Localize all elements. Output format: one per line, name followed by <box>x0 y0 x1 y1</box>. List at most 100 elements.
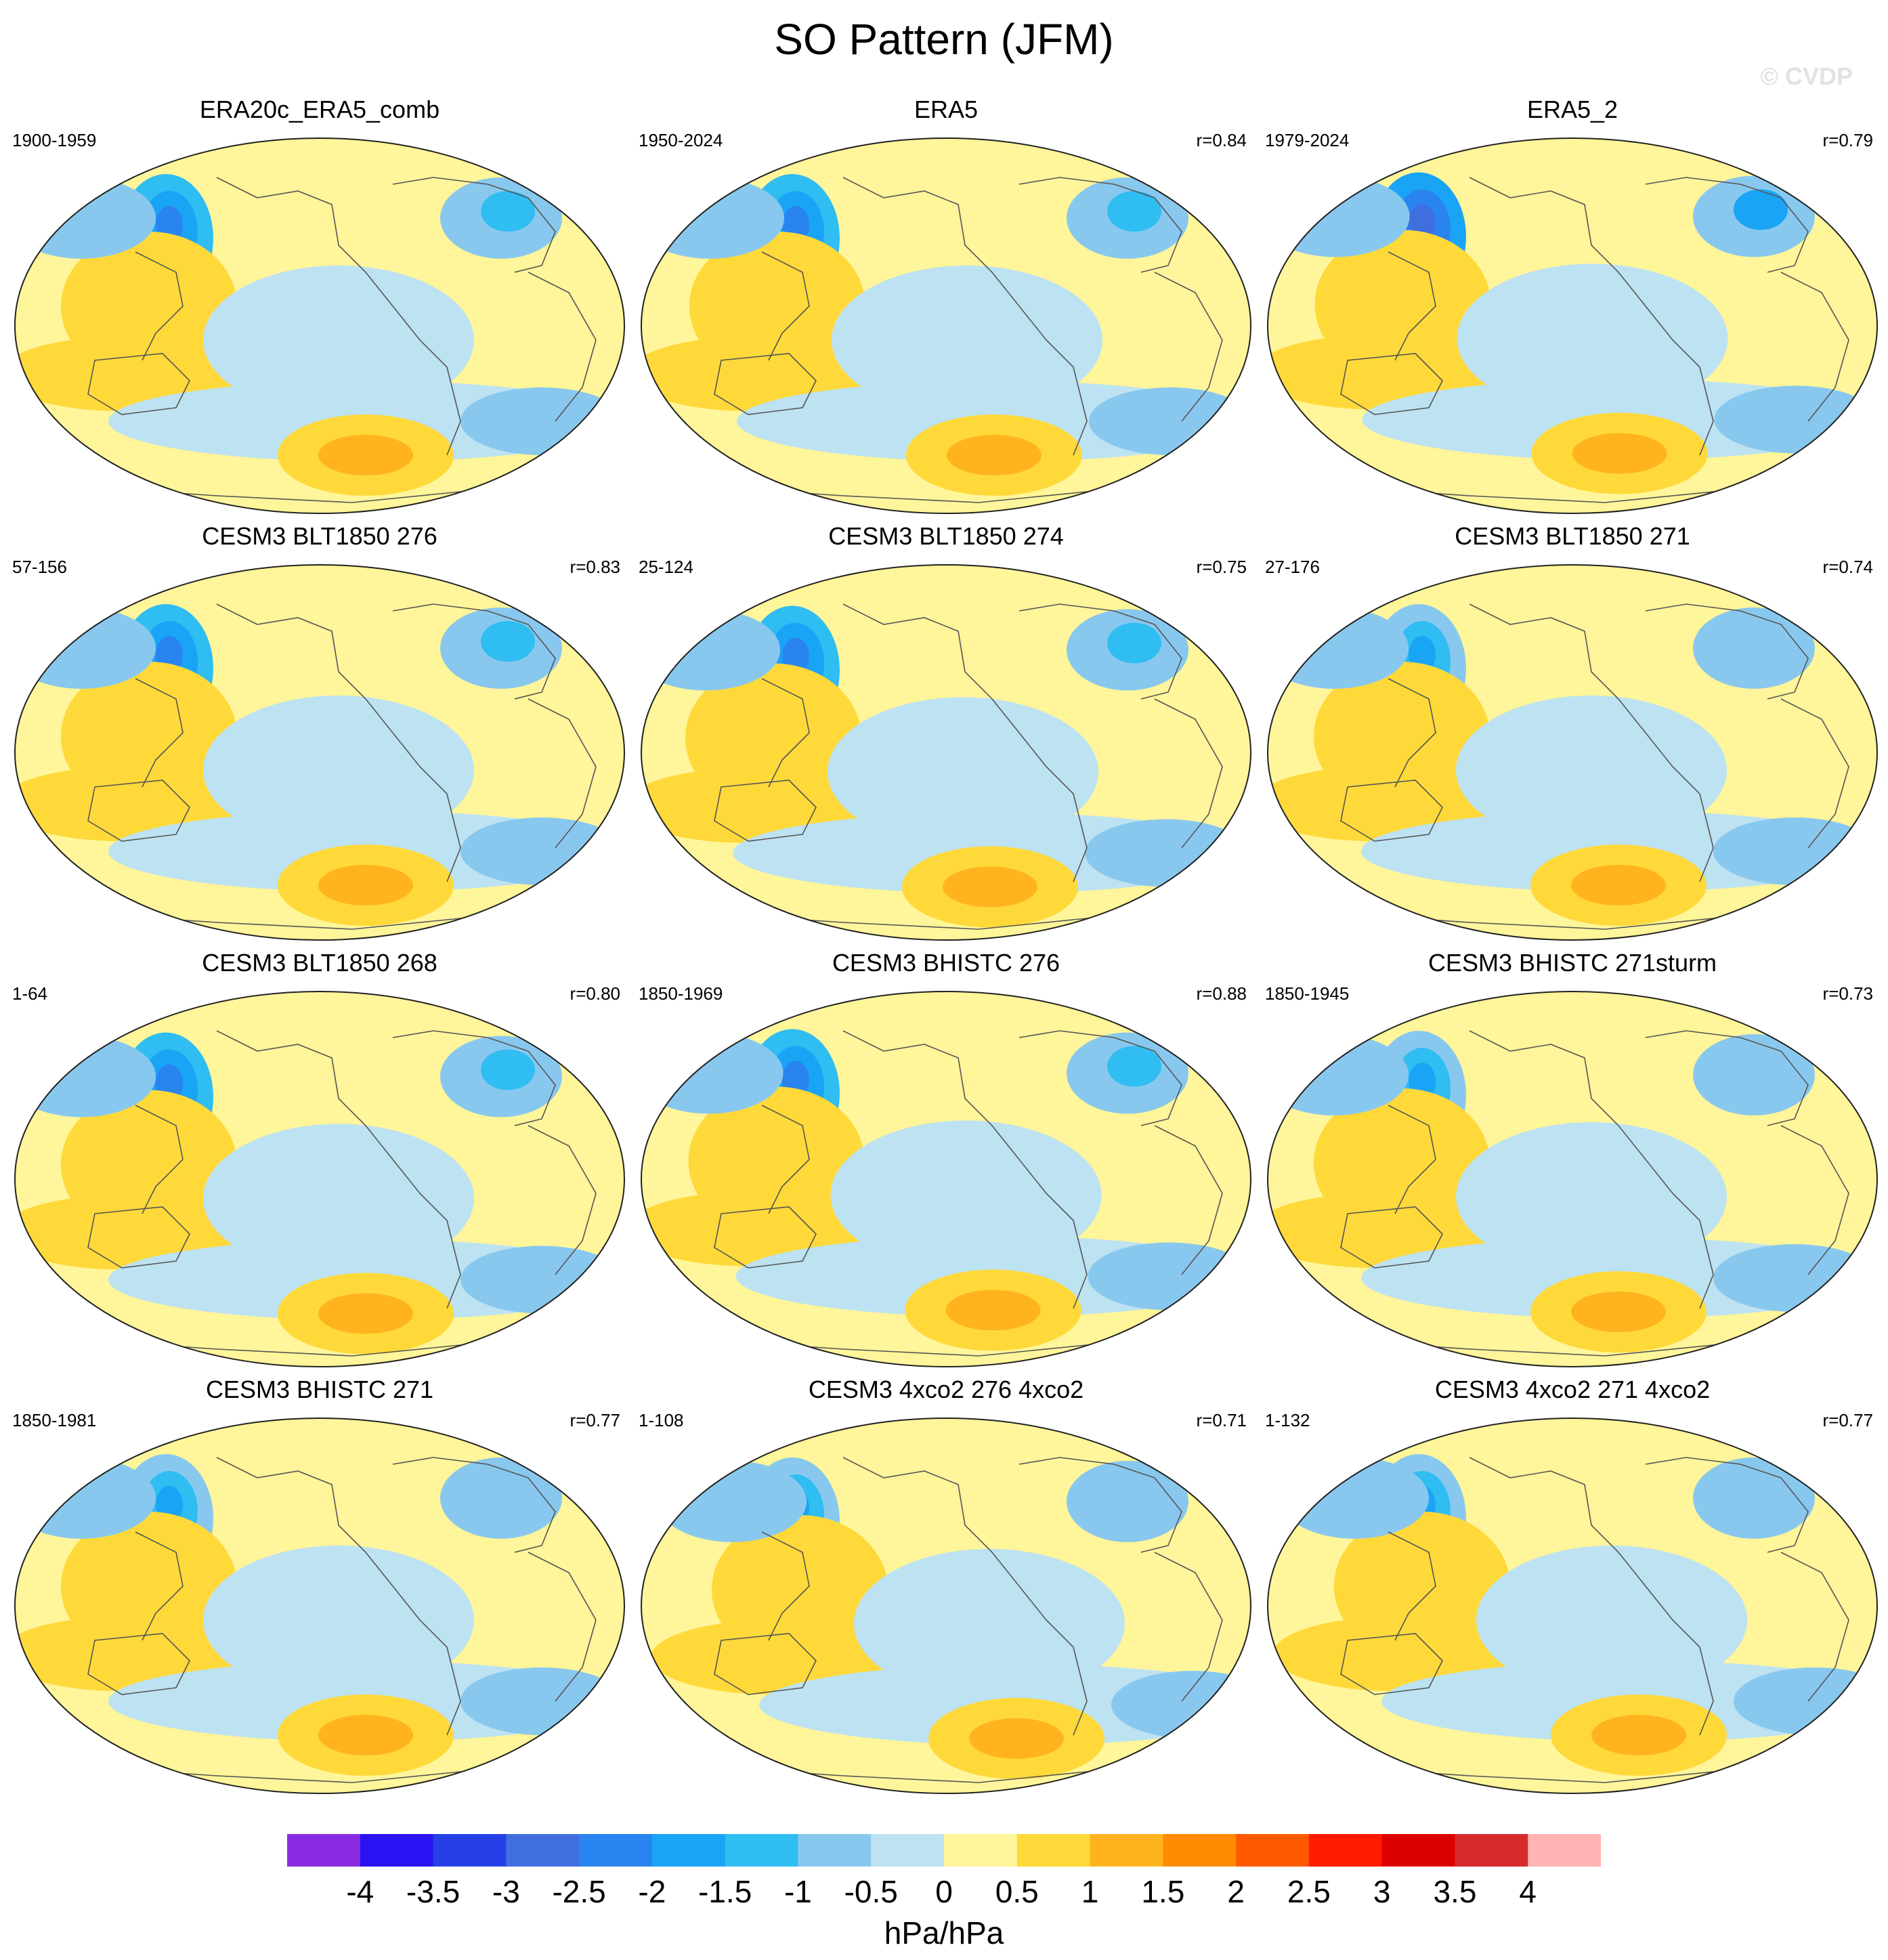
colorbar-tick-label: 3 <box>1373 1874 1391 1909</box>
colorbar-tick-label: -0.5 <box>844 1874 898 1909</box>
colorbar-labels: -4 -3.5 -3 -2.5 -2 -1.5 -1 -0.5 0 0.5 1 1.5 2 2.5 3 3.5… <box>287 1873 1601 1914</box>
coastline <box>761 1531 810 1641</box>
anomaly-region <box>1734 621 1788 662</box>
anomaly-region <box>1085 819 1247 887</box>
colorbar-tick-label: 1 <box>1081 1874 1099 1909</box>
coastline <box>1018 603 1182 700</box>
coastline <box>216 1457 461 1736</box>
coastline <box>392 1457 556 1553</box>
coastline <box>1388 678 1436 788</box>
coastline <box>1154 1552 1223 1702</box>
anomaly-region <box>1456 1122 1727 1271</box>
coastline <box>1340 353 1443 415</box>
anomaly-region <box>15 1195 244 1270</box>
map-panel: CESM3 4xco2 276 4xco2 1-108 r=0.71 <box>633 1375 1259 1808</box>
anomaly-region <box>1268 1193 1497 1268</box>
coastline <box>842 603 1088 882</box>
coastline <box>216 177 461 456</box>
anomaly-region <box>1111 1671 1251 1739</box>
coastline <box>216 1030 461 1309</box>
coastline <box>135 1531 184 1641</box>
map-panel: CESM3 BLT1850 268 1-64 r=0.80 <box>7 948 632 1382</box>
map-outline <box>641 991 1251 1367</box>
coastline <box>1469 177 1714 456</box>
map-outline <box>1267 564 1878 941</box>
coastline <box>714 780 817 842</box>
panel-correlation: r=0.88 <box>1196 983 1247 1004</box>
colorbar-swatch <box>1016 1834 1091 1867</box>
colorbar-swatch <box>1528 1834 1601 1867</box>
anomaly-map <box>1267 564 1878 941</box>
anomaly-region <box>318 1715 413 1755</box>
anomaly-region <box>15 1617 244 1691</box>
panel-years: 1-132 <box>1265 1410 1310 1430</box>
anomaly-region <box>15 177 156 259</box>
coastline <box>842 177 1088 456</box>
anomaly-map <box>1267 991 1878 1367</box>
anomaly-region <box>1107 1046 1161 1087</box>
anomaly-region <box>481 191 535 232</box>
anomaly-region <box>947 435 1042 475</box>
panel-correlation: r=0.73 <box>1822 983 1873 1004</box>
colorbar-tick-label: 0.5 <box>995 1874 1039 1909</box>
anomaly-region <box>641 1032 784 1114</box>
anomaly-region <box>203 1546 474 1695</box>
anomaly-region <box>1107 191 1161 232</box>
anomaly-region <box>15 1457 156 1539</box>
anomaly-region <box>1734 189 1788 230</box>
anomaly-region <box>832 265 1102 414</box>
panel-title: CESM3 4xco2 276 4xco2 <box>808 1376 1084 1403</box>
coastline <box>842 1457 1088 1736</box>
coastline <box>1340 1206 1443 1269</box>
panel-correlation: r=0.77 <box>570 1410 620 1430</box>
map-outline <box>14 991 625 1367</box>
panel-title: ERA5 <box>914 95 979 123</box>
coastline <box>714 1206 817 1269</box>
colorbar-swatch <box>579 1834 653 1867</box>
panel-title: ERA5_2 <box>1526 95 1618 123</box>
coastline <box>216 603 461 882</box>
colorbar-tick-label: 2.5 <box>1287 1874 1331 1909</box>
anomaly-map <box>14 564 625 941</box>
coastline <box>87 780 190 842</box>
anomaly-region <box>1107 622 1161 664</box>
coastline <box>392 603 556 700</box>
colorbar-swatch <box>1236 1834 1310 1867</box>
coastline <box>1780 698 1849 849</box>
anomaly-region <box>641 609 780 691</box>
colorbar-tick-label: -1 <box>784 1874 812 1909</box>
map-outline <box>14 1418 625 1794</box>
coastline <box>135 1105 184 1214</box>
colorbar-tick-label: -1.5 <box>698 1874 752 1909</box>
coastline <box>1645 1457 1809 1553</box>
anomaly-region <box>1734 1471 1788 1512</box>
map-outline <box>1267 1418 1878 1794</box>
colorbar-tick-label: 2 <box>1227 1874 1245 1909</box>
panel-title: CESM3 BLT1850 271 <box>1455 522 1690 550</box>
coastline <box>714 1633 817 1695</box>
anomaly-region <box>318 865 413 906</box>
anomaly-region <box>318 1293 413 1334</box>
panel-title: ERA20c_ERA5_comb <box>199 95 440 123</box>
anomaly-region <box>1268 608 1409 689</box>
anomaly-region <box>1268 175 1410 257</box>
anomaly-map <box>641 564 1251 941</box>
colorbar-tick-label: -4 <box>346 1874 374 1909</box>
coastline <box>392 1030 556 1126</box>
coastline <box>1469 1457 1714 1736</box>
panel-correlation: r=0.74 <box>1822 557 1873 577</box>
colorbar-swatch <box>1381 1834 1455 1867</box>
watermark: © CVDP <box>1760 62 1853 90</box>
coastline <box>1388 1531 1436 1641</box>
anomaly-region <box>1457 263 1728 413</box>
panel-title: CESM3 BLT1850 276 <box>202 522 437 550</box>
anomaly-map <box>641 137 1251 514</box>
coastline <box>87 1633 190 1695</box>
map-panel: CESM3 BHISTC 271 1850-1981 r=0.77 <box>7 1375 632 1808</box>
coastline <box>528 698 597 849</box>
colorbar-swatch <box>1455 1834 1528 1867</box>
anomaly-region <box>945 1290 1041 1331</box>
map-panel: CESM3 BHISTC 276 1850-1969 r=0.88 <box>633 948 1259 1382</box>
map-outline <box>641 137 1251 514</box>
anomaly-region <box>460 1667 623 1735</box>
